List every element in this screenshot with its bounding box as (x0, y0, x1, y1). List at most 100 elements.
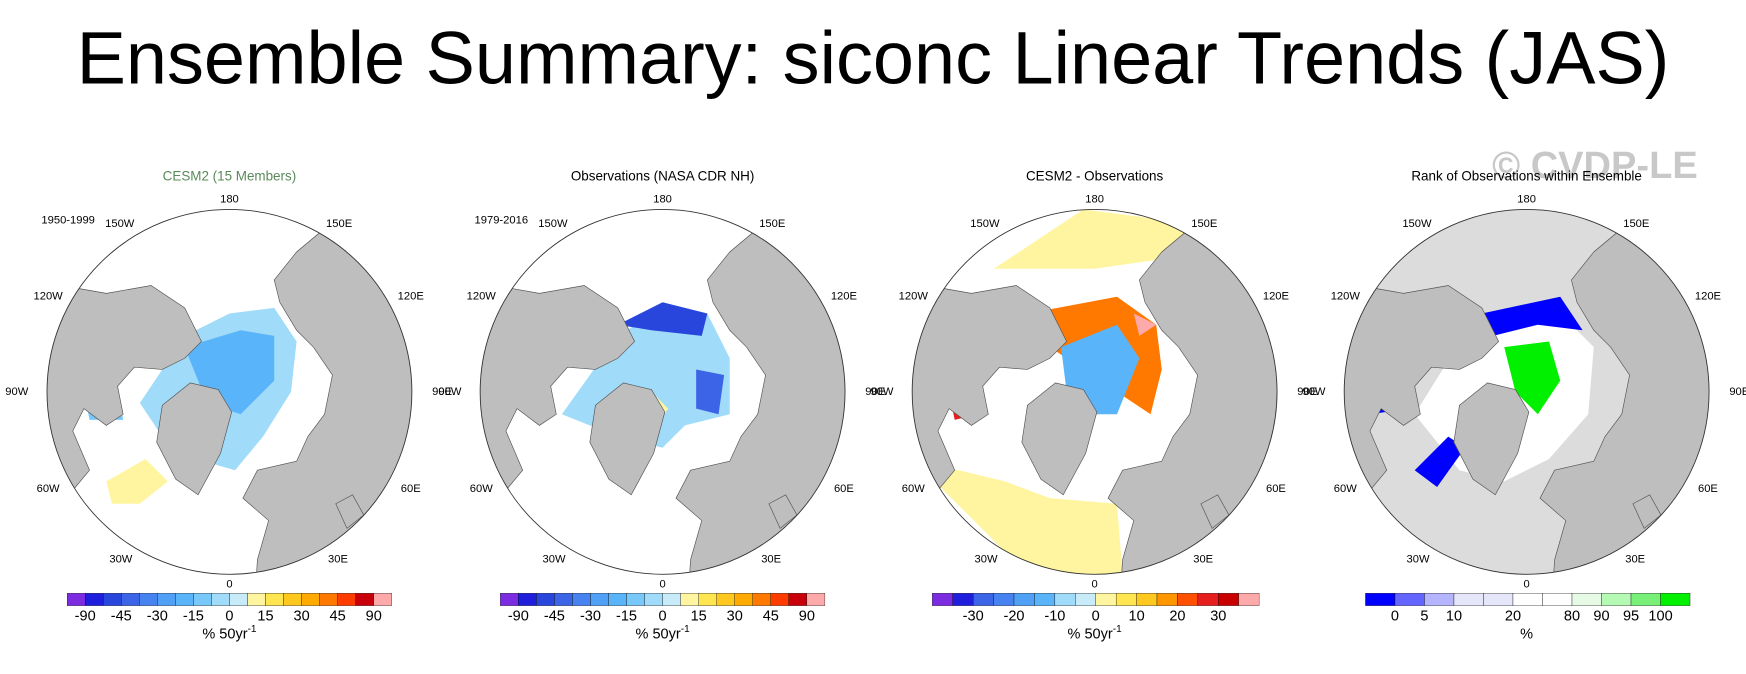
sea-ice-field (1414, 436, 1466, 487)
watermark: © CVDP-LE (1492, 145, 1698, 187)
sea-ice-field (1504, 341, 1561, 415)
map-content (912, 209, 1278, 575)
longitude-label: 60W (37, 483, 60, 495)
colorbar-box (229, 593, 248, 606)
colorbar-box (1630, 593, 1661, 606)
colorbar-box (572, 593, 591, 606)
colorbar-label: -15 (183, 609, 204, 625)
map (479, 208, 846, 575)
longitude-label: 120E (398, 291, 424, 303)
figure-title: Ensemble Summary: siconc Linear Trends (… (77, 16, 1670, 99)
map-content (1344, 209, 1710, 575)
colorbar-label: -10 (1044, 609, 1065, 625)
longitude-label: 60W (470, 483, 493, 495)
colorbar-label: 15 (691, 609, 707, 625)
colorbar-box (373, 593, 392, 606)
longitude-label: 60W (902, 483, 925, 495)
longitude-label: 120E (1695, 291, 1721, 303)
map-panel: 180 150E 120E 90E 60E 30E 0 30W 60W 90W 120W 150W CE… (5, 168, 452, 642)
colorbar-box (85, 593, 104, 606)
longitude-label: 180 (1517, 193, 1536, 205)
colorbar-box (211, 593, 230, 606)
colorbar-label: 0 (659, 609, 667, 625)
sea-ice-field (993, 209, 1196, 269)
colorbar-box (265, 593, 284, 606)
panel-title: CESM2 (15 Members) (163, 168, 297, 183)
longitude-label: 150E (326, 218, 352, 230)
colorbar-box (337, 593, 356, 606)
colorbar-box (1660, 593, 1691, 606)
colorbar-box (644, 593, 663, 606)
longitude-label: 60E (401, 483, 421, 495)
longitude-label: 90W (5, 386, 28, 398)
colorbar-box (103, 593, 122, 606)
longitude-label: 90E (865, 386, 885, 398)
longitude-label: 60W (1334, 483, 1357, 495)
longitude-label: 30W (543, 554, 566, 566)
colorbar-box (1197, 593, 1219, 606)
longitude-label: 90E (1297, 386, 1317, 398)
colorbar-box (554, 593, 573, 606)
map (46, 208, 413, 575)
colorbar-label: 20 (1505, 609, 1521, 625)
colorbar-box (932, 593, 953, 606)
longitude-label: 150W (970, 218, 1000, 230)
colorbar-label: -45 (111, 609, 132, 625)
map-panel: 180 150E 120E 90E 60E 30E 0 30W 60W 90W 120W 150W Ob… (438, 168, 885, 642)
colorbar-label: 100 (1648, 609, 1672, 625)
sea-ice-field (106, 458, 168, 504)
colorbar-label: -90 (75, 609, 96, 625)
longitude-label: 150W (1402, 218, 1432, 230)
colorbar-box (1136, 593, 1158, 606)
longitude-label: 120W (467, 291, 497, 303)
longitude-label: 30W (1407, 554, 1430, 566)
longitude-label: 30E (328, 554, 348, 566)
colorbar-box (1054, 593, 1076, 606)
longitude-label: 120E (1263, 291, 1289, 303)
colorbar-label: 20 (1169, 609, 1185, 625)
colorbar-box (1013, 593, 1035, 606)
longitude-label: 120W (899, 291, 929, 303)
colorbar-label: -30 (147, 609, 168, 625)
colorbar-box (1115, 593, 1137, 606)
unit-exponent: -1 (248, 624, 257, 635)
longitude-label: 90W (1302, 386, 1325, 398)
unit-text: % 50yr (1068, 627, 1113, 643)
colorbar-box (993, 593, 1015, 606)
longitude-label: 150W (105, 218, 135, 230)
colorbar-label: 0 (225, 609, 233, 625)
panel-title: CESM2 - Observations (1026, 168, 1164, 183)
colorbar-box (518, 593, 537, 606)
longitude-label: 180 (1085, 193, 1104, 205)
longitude-label: 30E (761, 554, 781, 566)
colorbar-box (698, 593, 717, 606)
map-content (480, 209, 846, 575)
colorbar-box (319, 593, 338, 606)
colorbar-box (157, 593, 176, 606)
colorbar-box (1365, 593, 1396, 606)
colorbar-box (590, 593, 609, 606)
colorbar-box (193, 593, 212, 606)
longitude-label: 150E (1623, 218, 1649, 230)
map-panel: 180 150E 120E 90E 60E 30E 0 30W 60W 90W 120W 150W Ra… (1302, 168, 1746, 642)
colorbar-box (1238, 593, 1260, 606)
colorbar-box (1601, 593, 1632, 606)
colorbar-box (806, 593, 826, 606)
colorbar-label: 10 (1446, 609, 1462, 625)
colorbar-box (716, 593, 735, 606)
longitude-label: 90E (1729, 386, 1746, 398)
colorbar-label: 30 (293, 609, 309, 625)
longitude-label: 30W (975, 554, 998, 566)
longitude-label: 120W (34, 291, 64, 303)
colorbar-label: 45 (763, 609, 779, 625)
longitude-label: 90W (870, 386, 893, 398)
colorbar-box (1453, 593, 1484, 606)
colorbar-label: 5 (1420, 609, 1428, 625)
colorbar-box (1571, 593, 1602, 606)
longitude-label: 60E (1266, 483, 1286, 495)
colorbar-box (662, 593, 681, 606)
colorbar-box (1177, 593, 1199, 606)
colorbar-label: -45 (544, 609, 565, 625)
